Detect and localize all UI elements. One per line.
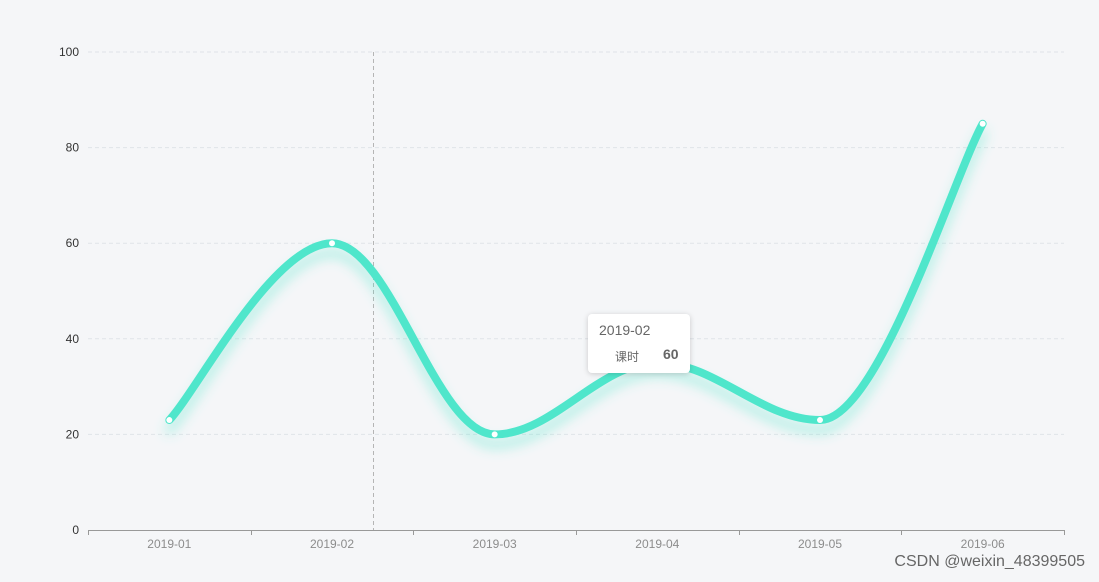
data-point xyxy=(979,120,986,127)
grid-lines xyxy=(88,51,1064,435)
y-tick-label: 20 xyxy=(66,427,80,441)
y-tick-label: 0 xyxy=(72,523,79,537)
tooltip: 2019-02 课时 60 xyxy=(588,314,690,373)
x-tick-label: 2019-05 xyxy=(798,537,842,551)
watermark: CSDN @weixin_48399505 xyxy=(894,553,1085,570)
tooltip-series-name: 课时 xyxy=(615,350,640,364)
y-tick-label: 80 xyxy=(66,141,80,155)
tooltip-title: 2019-02 xyxy=(599,322,651,338)
x-tick-label: 2019-02 xyxy=(310,537,354,551)
x-tick-label: 2019-03 xyxy=(473,537,517,551)
x-tick-label: 2019-06 xyxy=(961,537,1005,551)
data-point xyxy=(166,417,173,424)
y-tick-label: 100 xyxy=(59,45,79,59)
x-tick-label: 2019-04 xyxy=(635,537,679,551)
data-point xyxy=(491,431,498,438)
tooltip-value: 60 xyxy=(663,346,679,362)
tick-labels: 0 20 40 60 80 100 2019-01 2019-02 2019-03 2019-04… xyxy=(59,45,1005,551)
y-tick-label: 60 xyxy=(66,236,80,250)
data-point xyxy=(329,240,335,247)
series-layer xyxy=(165,119,987,439)
series-line xyxy=(165,119,987,439)
x-axis xyxy=(88,530,1065,535)
y-tick-label: 40 xyxy=(66,332,80,346)
data-point xyxy=(817,417,823,424)
x-tick-label: 2019-01 xyxy=(147,537,191,551)
